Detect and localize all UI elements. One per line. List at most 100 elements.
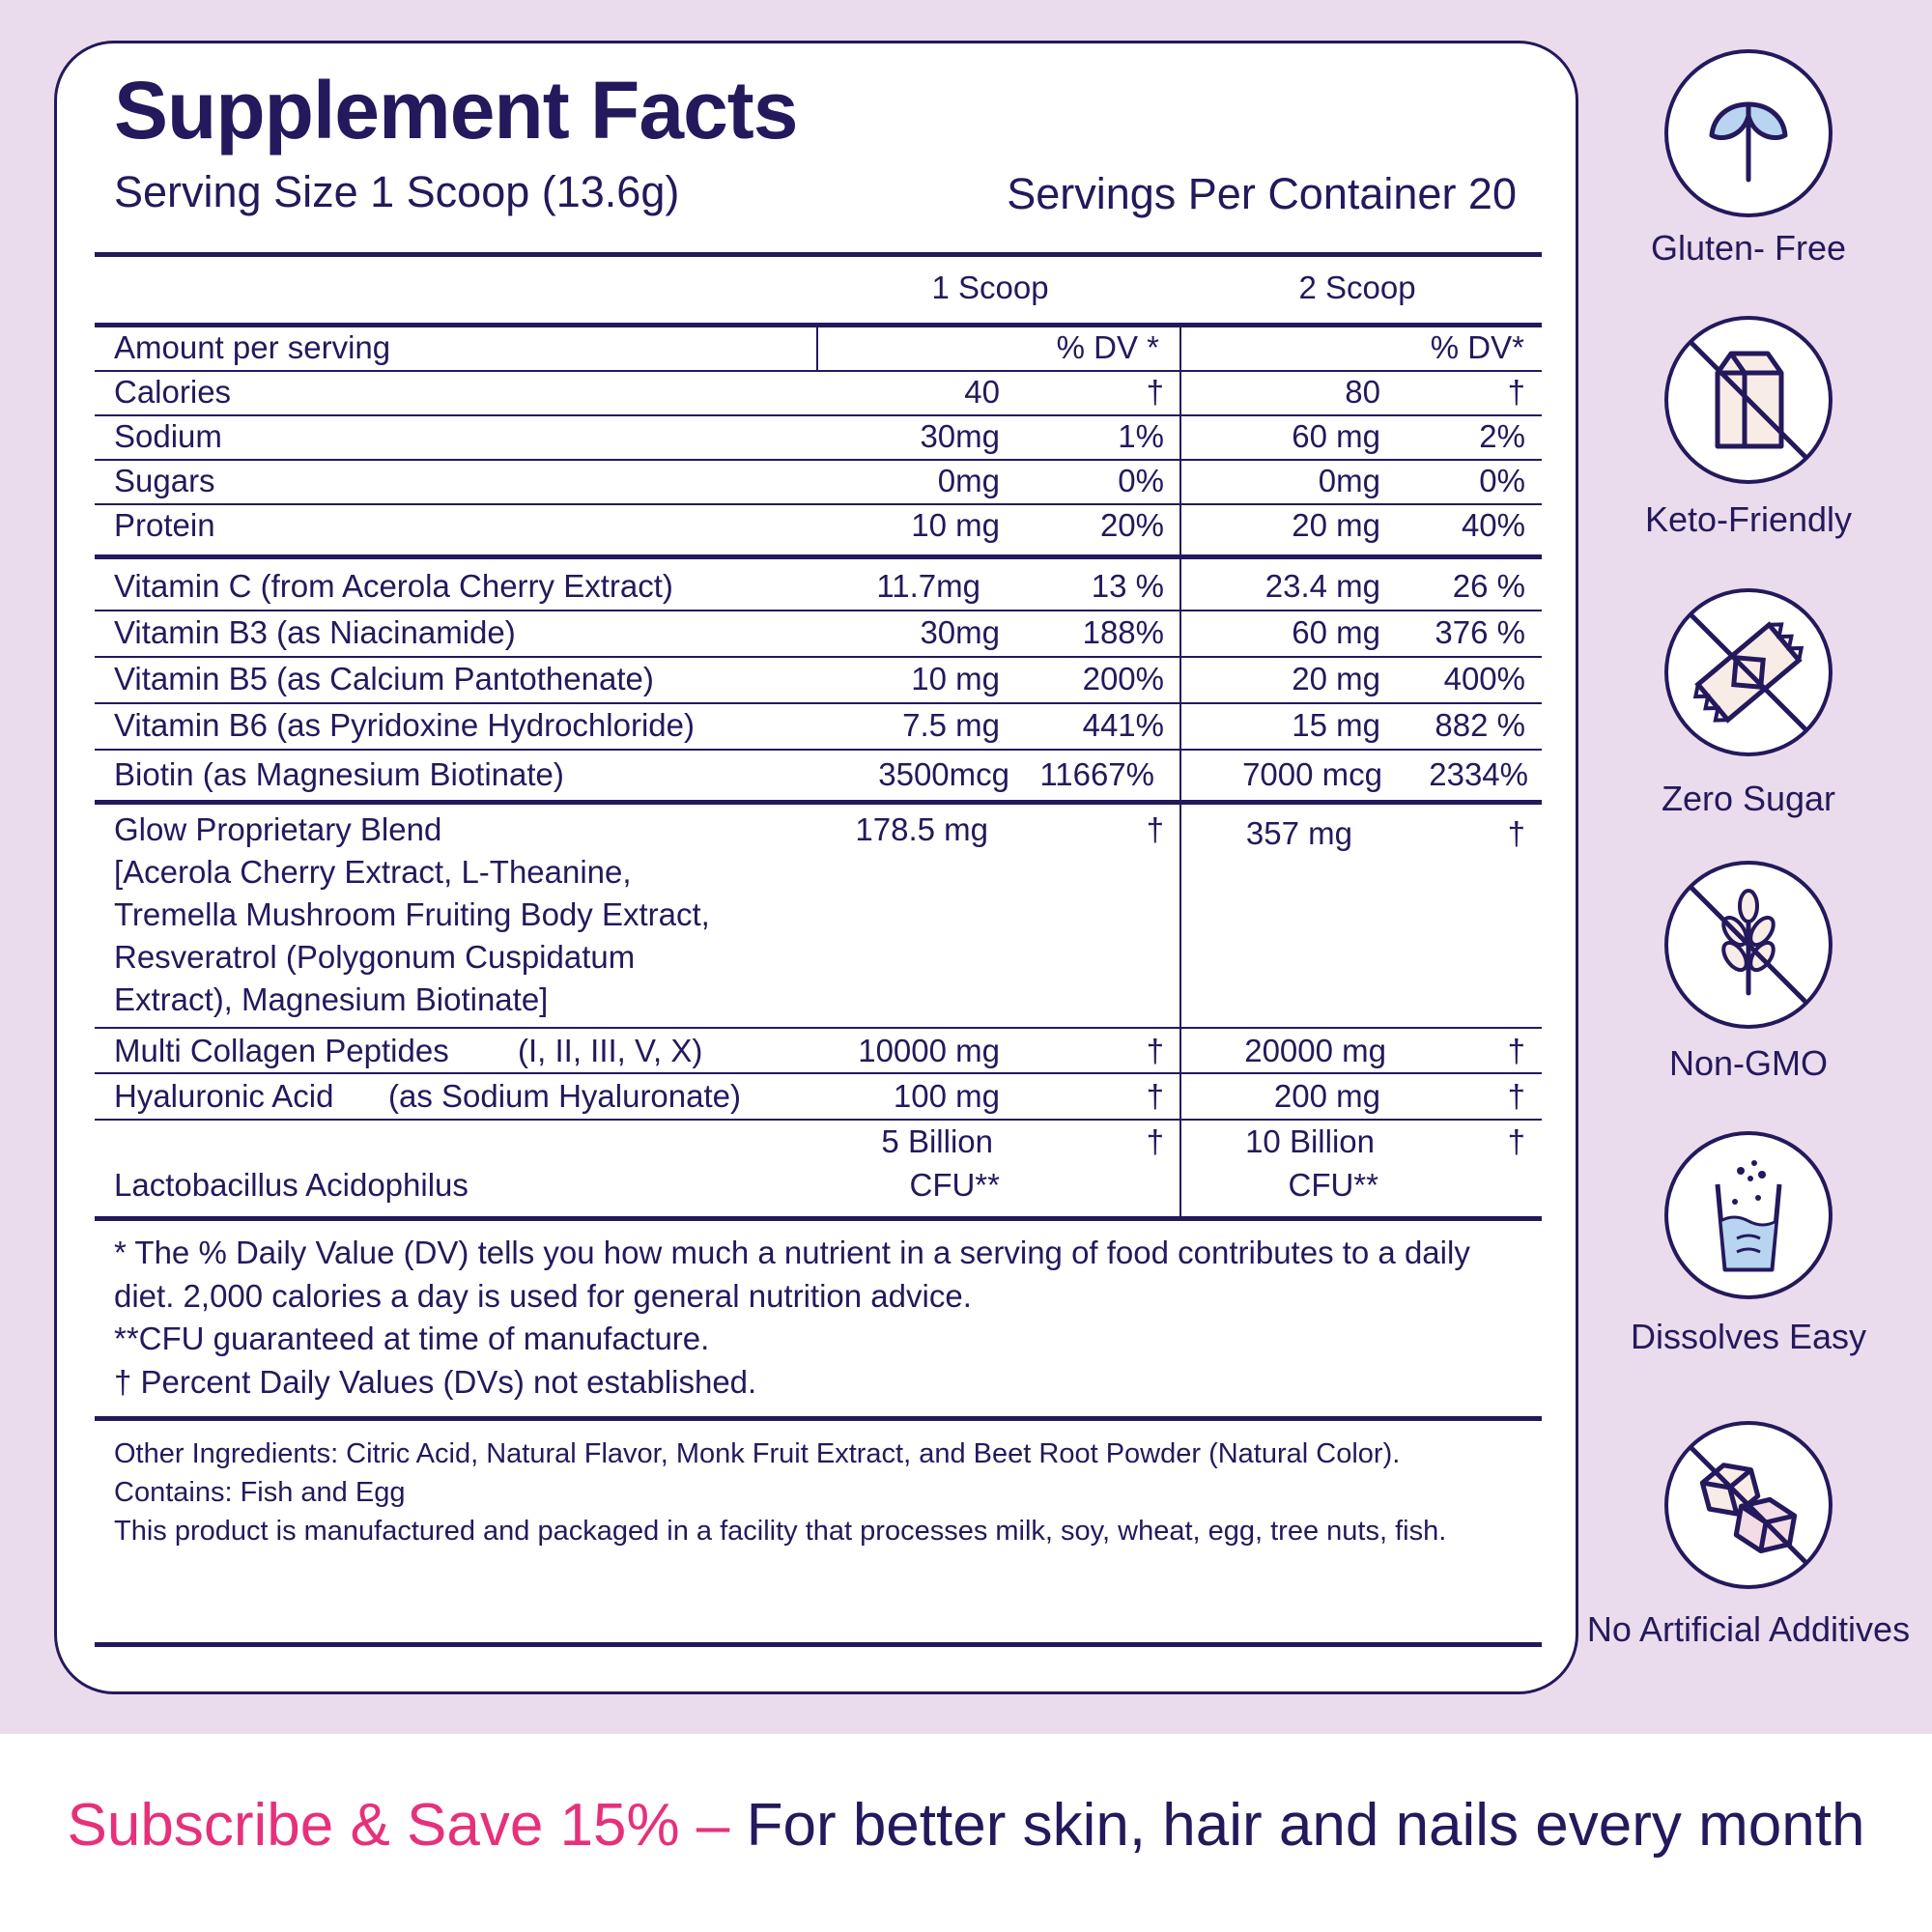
promo-highlight: Subscribe & Save 15% – xyxy=(67,1792,747,1859)
no-milk-carton-icon xyxy=(1662,313,1835,487)
amount-1-scoop: 11.7mg xyxy=(876,568,980,604)
dv-2-scoop: † xyxy=(1507,1078,1525,1114)
dv-1-scoop: 11667% xyxy=(1039,756,1154,792)
dv-1-scoop: 441% xyxy=(1082,707,1164,743)
dv-1-scoop: † xyxy=(1146,1033,1164,1068)
blend-ingredients-line: [Acerola Cherry Extract, L-Theanine, xyxy=(114,854,632,890)
amount-2-scoop: 200 mg xyxy=(1273,1078,1380,1114)
divider xyxy=(95,1119,1542,1121)
col-head-2-scoop: 2 Scoop xyxy=(1298,270,1416,305)
column-divider xyxy=(1179,326,1181,1216)
nutrient-name: Hyaluronic Acid xyxy=(114,1078,334,1114)
dv-2-scoop: 26 % xyxy=(1452,568,1525,604)
footnotes: * The % Daily Value (DV) tells you how m… xyxy=(114,1232,1524,1404)
nutrient-name: Vitamin C (from Acerola Cherry Extract) xyxy=(114,568,673,604)
badge-label: No Artificial Additives xyxy=(1586,1609,1911,1649)
amount-2-scoop: 60 mg xyxy=(1292,614,1380,650)
dv-2-scoop: 400% xyxy=(1443,661,1525,696)
amount-1-scoop: 178.5 mg xyxy=(855,811,988,847)
dv-1-scoop: † xyxy=(1146,1078,1164,1114)
amount-1-scoop: 40 xyxy=(964,374,1000,410)
divider xyxy=(95,656,1542,658)
badge-label: Gluten- Free xyxy=(1650,228,1847,268)
servings-per-container: Servings Per Container 20 xyxy=(1007,169,1517,218)
dv-2-scoop: 40% xyxy=(1461,507,1525,543)
footnote-dv: * The % Daily Value (DV) tells you how m… xyxy=(114,1235,1470,1314)
amount-2-scoop-line1: 10 Billion xyxy=(1245,1123,1375,1159)
dv-2-scoop: † xyxy=(1507,1123,1525,1159)
footnote-dagger: † Percent Daily Values (DVs) not establi… xyxy=(114,1363,757,1400)
no-candy-icon xyxy=(1662,585,1835,759)
divider xyxy=(95,610,1542,611)
divider-heavy xyxy=(95,323,1542,327)
amount-per-serving-label: Amount per serving xyxy=(114,329,391,365)
dv-2-scoop: † xyxy=(1507,815,1525,851)
dv-2-scoop: 376 % xyxy=(1435,614,1525,650)
amount-2-scoop: 357 mg xyxy=(1245,815,1352,851)
divider-heavy xyxy=(95,1642,1542,1647)
amount-2-scoop: 15 mg xyxy=(1292,707,1380,743)
col-head-1-scoop: 1 Scoop xyxy=(931,270,1049,305)
dv-1-scoop: 188% xyxy=(1082,614,1164,650)
badge-label: Keto-Friendly xyxy=(1644,499,1853,539)
amount-1-scoop-line2: CFU** xyxy=(909,1167,1000,1203)
badge-label: Dissolves Easy xyxy=(1630,1317,1867,1356)
dv-1-scoop: 200% xyxy=(1082,661,1164,696)
blend-ingredients-line: Tremella Mushroom Fruiting Body Extract, xyxy=(114,896,710,932)
divider xyxy=(95,1027,1542,1029)
dv-1-scoop: 13 % xyxy=(1091,568,1164,604)
amount-1-scoop: 0mg xyxy=(937,463,1000,498)
divider-heavy xyxy=(95,554,1542,559)
nutrient-name: Vitamin B6 (as Pyridoxine Hydrochloride) xyxy=(114,707,695,743)
nutrient-name: Sugars xyxy=(114,463,215,498)
no-wheat-icon xyxy=(1662,858,1835,1032)
amount-1-scoop: 30mg xyxy=(920,418,1000,454)
divider xyxy=(95,414,1542,416)
amount-2-scoop: 0mg xyxy=(1318,463,1380,498)
nutrient-subtext: (I, II, III, V, X) xyxy=(518,1033,703,1068)
facility-statement: This product is manufactured and package… xyxy=(114,1516,1447,1547)
no-sugar-cubes-icon xyxy=(1662,1418,1835,1592)
dv-2-scoop: † xyxy=(1507,374,1525,410)
nutrient-name: Sodium xyxy=(114,418,222,454)
blend-ingredients-line: Extract), Magnesium Biotinate] xyxy=(114,981,549,1017)
amount-1-scoop: 7.5 mg xyxy=(902,707,1000,743)
promo-text: For better skin, hair and nails every mo… xyxy=(746,1792,1865,1859)
amount-1-scoop: 10 mg xyxy=(911,507,1000,543)
amount-1-scoop: 10 mg xyxy=(911,661,1000,696)
nutrient-name: Vitamin B5 (as Calcium Pantothenate) xyxy=(114,661,654,696)
other-ingredients-block: Other Ingredients: Citric Acid, Natural … xyxy=(114,1435,1534,1550)
dv-header-1: % DV * xyxy=(1056,329,1159,365)
dv-1-scoop: 1% xyxy=(1118,418,1164,454)
footnote-cfu: **CFU guaranteed at time of manufacture. xyxy=(114,1321,710,1356)
promo-banner: Subscribe & Save 15% – For better skin, … xyxy=(0,1792,1932,1860)
dv-1-scoop: 0% xyxy=(1118,463,1164,498)
divider xyxy=(95,702,1542,704)
dv-2-scoop: † xyxy=(1507,1033,1525,1068)
divider-heavy xyxy=(95,252,1542,257)
amount-2-scoop: 60 mg xyxy=(1292,418,1380,454)
blend-name: Glow Proprietary Blend xyxy=(114,811,442,847)
divider xyxy=(95,459,1542,461)
amount-2-scoop: 23.4 mg xyxy=(1264,568,1380,604)
dv-2-scoop: 882 % xyxy=(1435,707,1525,743)
badge-label: Non-GMO xyxy=(1668,1043,1829,1083)
amount-2-scoop: 20 mg xyxy=(1292,661,1380,696)
dv-1-scoop: † xyxy=(1146,811,1164,847)
nutrient-name: Protein xyxy=(114,507,215,543)
dv-1-scoop: † xyxy=(1146,374,1164,410)
nutrient-name: Biotin (as Magnesium Biotinate) xyxy=(114,756,564,792)
divider-heavy xyxy=(95,1216,1542,1221)
divider-heavy xyxy=(95,1416,1542,1421)
divider-heavy xyxy=(95,800,1542,805)
serving-size: Serving Size 1 Scoop (13.6g) xyxy=(114,167,680,216)
nutrient-name: Multi Collagen Peptides xyxy=(114,1033,449,1068)
divider xyxy=(95,503,1542,505)
nutrient-name: Lactobacillus Acidophilus xyxy=(114,1167,469,1203)
amount-1-scoop: 10000 mg xyxy=(858,1033,1000,1068)
amount-1-scoop: 3500mcg xyxy=(878,756,1009,792)
amount-2-scoop: 20000 mg xyxy=(1244,1033,1386,1068)
amount-1-scoop-line1: 5 Billion xyxy=(881,1123,993,1159)
allergen-contains: Contains: Fish and Egg xyxy=(114,1477,406,1508)
nutrient-name: Vitamin B3 (as Niacinamide) xyxy=(114,614,516,650)
